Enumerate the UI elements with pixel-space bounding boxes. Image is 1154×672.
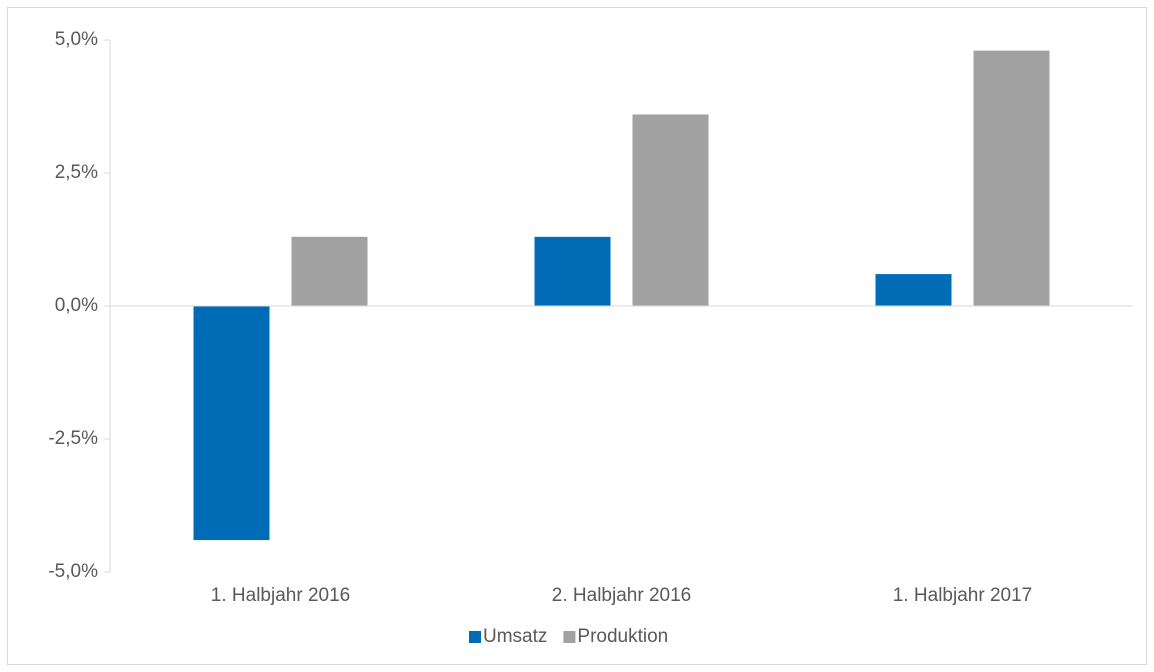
x-tick-label: 1. Halbjahr 2017: [893, 585, 1032, 606]
x-tick-label: 2. Halbjahr 2016: [552, 585, 691, 606]
bar: [973, 50, 1050, 306]
bar: [534, 236, 611, 306]
legend-label: Umsatz: [483, 626, 547, 647]
legend-swatch: [469, 631, 481, 643]
bar: [632, 114, 709, 306]
bar: [193, 306, 270, 541]
y-tick-label: 0,0%: [55, 295, 98, 316]
y-tick-label: 5,0%: [55, 29, 98, 50]
bar: [875, 274, 952, 306]
x-tick-label: 1. Halbjahr 2016: [211, 585, 350, 606]
legend-swatch: [563, 631, 576, 643]
bar: [291, 236, 368, 306]
y-tick-label: -2,5%: [48, 428, 98, 449]
legend-label: Produktion: [577, 626, 668, 647]
y-tick-label: 2,5%: [55, 162, 98, 183]
y-tick-label: -5,0%: [48, 561, 98, 582]
